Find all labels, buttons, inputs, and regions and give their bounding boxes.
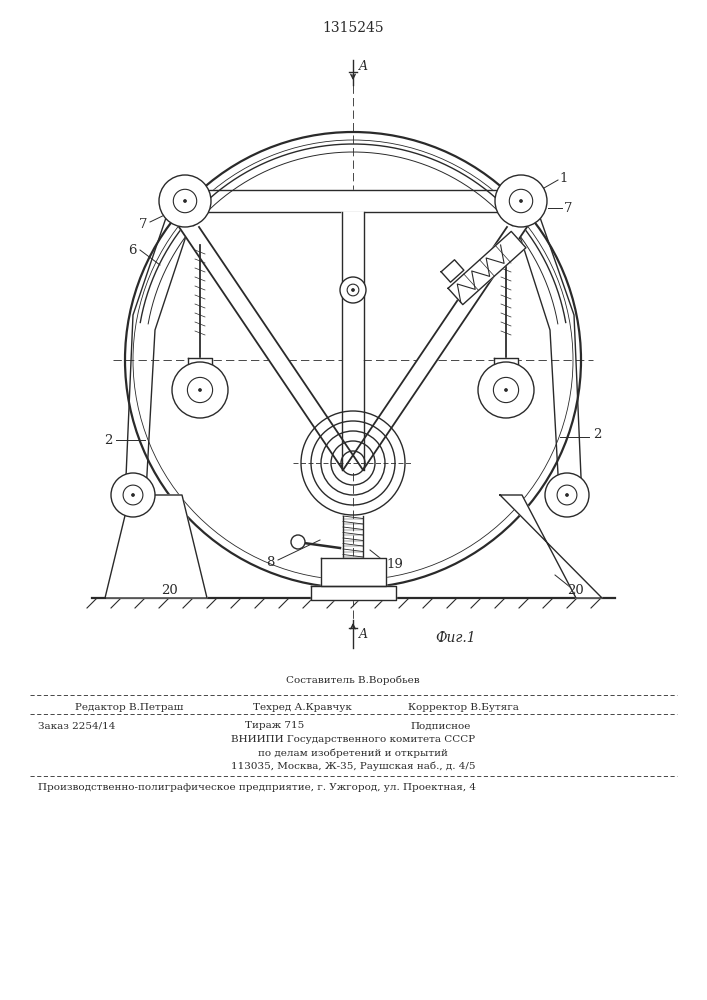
Polygon shape bbox=[311, 586, 396, 600]
Circle shape bbox=[173, 189, 197, 213]
Circle shape bbox=[199, 388, 201, 391]
Circle shape bbox=[557, 485, 577, 505]
Text: 19: 19 bbox=[387, 558, 404, 572]
Text: ВНИИПИ Государственного комитета СССР: ВНИИПИ Государственного комитета СССР bbox=[231, 736, 475, 744]
Circle shape bbox=[505, 388, 508, 391]
Polygon shape bbox=[441, 260, 464, 282]
Circle shape bbox=[495, 175, 547, 227]
Text: Корректор В.Бутяга: Корректор В.Бутяга bbox=[408, 702, 519, 712]
Text: 7: 7 bbox=[139, 218, 147, 231]
Text: 6: 6 bbox=[128, 243, 136, 256]
Polygon shape bbox=[448, 231, 526, 305]
Circle shape bbox=[478, 362, 534, 418]
Polygon shape bbox=[179, 227, 363, 470]
Text: Производственно-полиграфическое предприятие, г. Ужгород, ул. Проектная, 4: Производственно-полиграфическое предприя… bbox=[38, 784, 476, 792]
Text: Подписное: Подписное bbox=[410, 722, 470, 730]
Text: 20: 20 bbox=[566, 584, 583, 596]
Circle shape bbox=[340, 277, 366, 303]
Text: A: A bbox=[359, 60, 368, 74]
Text: 2: 2 bbox=[104, 434, 112, 446]
Circle shape bbox=[351, 288, 354, 292]
Polygon shape bbox=[494, 358, 518, 368]
Text: Техред А.Кравчук: Техред А.Кравчук bbox=[253, 702, 352, 712]
Text: 20: 20 bbox=[162, 584, 178, 596]
Text: 7: 7 bbox=[563, 202, 572, 215]
Text: Составитель В.Воробьев: Составитель В.Воробьев bbox=[286, 675, 420, 685]
Text: Заказ 2254/14: Заказ 2254/14 bbox=[38, 722, 115, 730]
Text: Фиг.1: Фиг.1 bbox=[435, 631, 476, 645]
Circle shape bbox=[347, 284, 359, 296]
Text: по делам изобретений и открытий: по делам изобретений и открытий bbox=[258, 748, 448, 758]
Polygon shape bbox=[342, 212, 364, 470]
Circle shape bbox=[493, 377, 519, 403]
Circle shape bbox=[132, 493, 134, 496]
Circle shape bbox=[187, 377, 213, 403]
Text: 1: 1 bbox=[560, 172, 568, 184]
Text: A: A bbox=[359, 628, 368, 641]
Polygon shape bbox=[188, 358, 212, 368]
Text: 113035, Москва, Ж-35, Раушская наб., д. 4/5: 113035, Москва, Ж-35, Раушская наб., д. … bbox=[230, 761, 475, 771]
Circle shape bbox=[172, 362, 228, 418]
Polygon shape bbox=[105, 495, 207, 598]
Text: 1315245: 1315245 bbox=[322, 21, 384, 35]
Circle shape bbox=[159, 175, 211, 227]
Circle shape bbox=[291, 535, 305, 549]
Text: Редактор В.Петраш: Редактор В.Петраш bbox=[75, 702, 183, 712]
Polygon shape bbox=[172, 190, 534, 212]
Circle shape bbox=[566, 493, 568, 496]
Circle shape bbox=[184, 200, 187, 202]
Polygon shape bbox=[500, 495, 602, 598]
Text: Тираж 715: Тираж 715 bbox=[245, 722, 304, 730]
Text: 8: 8 bbox=[266, 556, 274, 570]
Circle shape bbox=[509, 189, 532, 213]
Text: 2: 2 bbox=[592, 428, 601, 442]
Polygon shape bbox=[343, 227, 527, 470]
Polygon shape bbox=[321, 558, 386, 586]
Circle shape bbox=[123, 485, 143, 505]
Circle shape bbox=[545, 473, 589, 517]
Circle shape bbox=[520, 200, 522, 202]
Circle shape bbox=[111, 473, 155, 517]
